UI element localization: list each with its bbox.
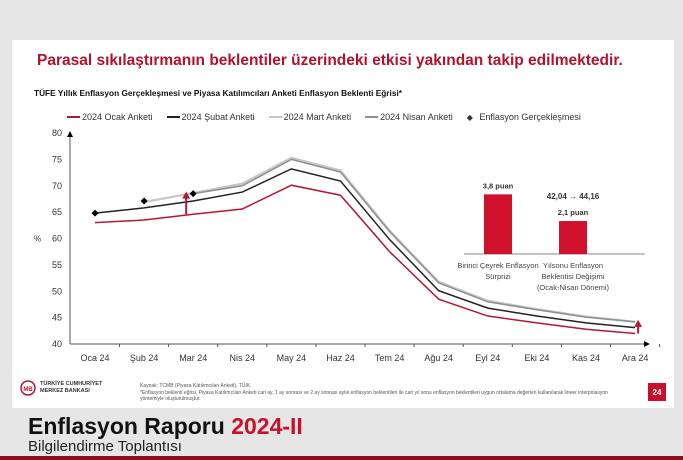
x-tick-label: Nis 24 (230, 353, 256, 363)
bar-category-label: Beklentisi Değişimi (542, 272, 605, 281)
tcmb-logo: MB TÜRKİYE CUMHURİYET MERKEZ BANKASI (20, 380, 102, 396)
y-tick-label: 70 (52, 181, 62, 191)
report-title: Enflasyon Raporu 2024-II (28, 413, 303, 439)
svg-text:MB: MB (23, 387, 33, 393)
x-tick-label: Kas 24 (572, 353, 600, 363)
realization-marker (140, 197, 148, 205)
y-tick-label: 60 (52, 234, 62, 244)
bar-data-label: 2,1 puan (558, 208, 589, 217)
realization-marker (189, 190, 197, 198)
legend-nisan: 2024 Nisan Anketi (365, 112, 453, 122)
headline: Parasal sıkılaştırmanın beklentiler üzer… (37, 52, 623, 69)
bar (559, 221, 587, 254)
legend-ocak: 2024 Ocak Anketi (67, 112, 153, 122)
series-line-0 (94, 184, 636, 335)
source-note: Kaynak: TCMB (Piyasa Katılımcıları Anket… (140, 383, 608, 402)
y-axis-arrow-icon (67, 131, 73, 137)
up-arrow-head-icon (634, 319, 643, 327)
x-tick-label: Ara 24 (622, 353, 649, 363)
x-tick-label: Şub 24 (130, 353, 159, 363)
y-axis-label: % (34, 235, 41, 244)
chart-canvas: 40 45 50 55 60 65 70 75 80% Oca 24 Şub 24 Mar 24 Nis… (34, 128, 661, 363)
legend-mart: 2024 Mart Anketi (268, 112, 351, 122)
x-tick-label: Mar 24 (179, 353, 207, 363)
tcmb-emblem-icon: MB (20, 380, 36, 396)
slide: Parasal sıkılaştırmanın beklentiler üzer… (12, 40, 674, 408)
legend: 2024 Ocak Anketi 2024 Şubat Anketi 2024 … (67, 112, 581, 122)
bar-category-label: Sürprizi (485, 272, 511, 281)
legend-subat: 2024 Şubat Anketi (166, 112, 255, 122)
bottom-bar (0, 456, 683, 460)
y-tick-label: 55 (52, 260, 62, 270)
x-tick-label: Ağu 24 (424, 353, 453, 363)
bar-category-label: Yılsonu Enflasyon (543, 261, 603, 270)
bar-data-label: 3,8 puan (483, 181, 514, 190)
series-line-3 (193, 158, 636, 323)
y-tick-label: 80 (52, 128, 62, 138)
legend-realization: ◆ Enflasyon Gerçekleşmesi (466, 112, 581, 122)
bar (484, 194, 512, 254)
y-tick-label: 75 (52, 154, 62, 164)
x-tick-label: Eyl 24 (475, 353, 500, 363)
bar-annotation: 42,04 → 44,16 (547, 192, 600, 201)
y-tick-label: 65 (52, 207, 62, 217)
chart-title: TÜFE Yıllık Enflasyon Gerçekleşmesi ve P… (34, 88, 402, 98)
realization-marker (91, 209, 99, 217)
x-tick-label: Eki 24 (524, 353, 549, 363)
y-tick-label: 45 (52, 313, 62, 323)
y-tick-label: 40 (52, 339, 62, 349)
page-number: 24 (648, 383, 666, 401)
bar-category-label: (Ocak-Nisan Dönemi) (537, 283, 610, 292)
report-subtitle: Bilgilendirme Toplantısı (28, 438, 182, 455)
x-tick-label: Oca 24 (80, 353, 109, 363)
series-line-1 (94, 168, 636, 329)
up-arrow-head-icon (182, 191, 191, 199)
x-tick-label: May 24 (277, 353, 307, 363)
x-tick-label: Haz 24 (326, 353, 355, 363)
bar-category-label: Birinci Çeyrek Enflasyon (457, 261, 538, 270)
x-tick-label: Tem 24 (375, 353, 405, 363)
y-tick-label: 50 (52, 286, 62, 296)
x-axis-arrow-icon (644, 341, 650, 347)
